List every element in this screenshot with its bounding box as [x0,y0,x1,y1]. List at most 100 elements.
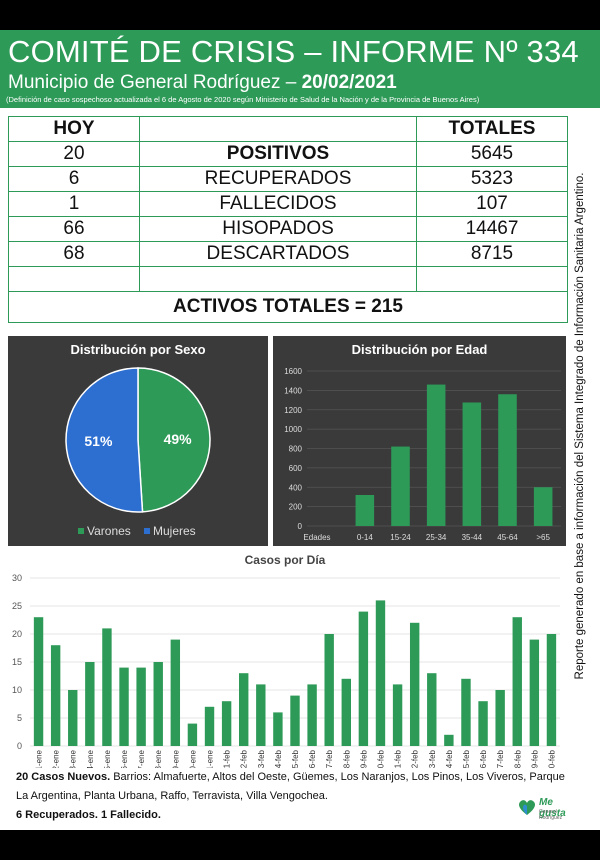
x-tick-label: 10-feb [376,749,385,768]
age-bar-chart: 0 200 400 600 800 1000 1200 1400 1600 Edades 0-14 1… [284,367,561,542]
x-tick-label: 23-ene [69,749,78,768]
report-title: COMITÉ DE CRISIS – INFORME Nº 334 [8,34,579,69]
pie-slice-mujeres [65,367,144,513]
y-tick-label: 0 [298,522,303,531]
logo-text: Me gusta [539,797,566,819]
side-note: Reporte generado en base a información d… [574,172,586,680]
day-bar [375,600,386,746]
day-bar [478,701,488,746]
x-tick-label: 26-ene [120,749,129,768]
y-tick-label: 5 [17,713,22,723]
x-tick-label: 27-ene [137,749,146,768]
day-bar [546,634,557,746]
cell-hoy: 6 [8,166,140,192]
y-tick-label: 1400 [284,386,302,395]
x-tick-label: 16-feb [479,749,488,768]
x-tick-label: 15-feb [462,749,471,768]
day-bar [409,622,420,746]
day-bar [85,662,95,746]
cell-hoy: 1 [8,191,140,217]
y-tick-label: 30 [12,573,22,583]
header-banner: COMITÉ DE CRISIS – INFORME Nº 334 Munici… [0,30,600,108]
report-date: 20/02/2021 [301,72,397,93]
age-chart-panel: Distribución por Edad 0 200 400 600 800 1000 1… [273,336,566,546]
header-blank [139,116,417,142]
pie-chart: 49% 51% Varones Mujeres [65,367,211,538]
summary-table: HOY TOTALES 20 POSITIVOS 5645 6 RECUPERA… [8,116,568,323]
activos-totales: ACTIVOS TOTALES = 215 [8,291,568,323]
x-tick-label: 4-feb [274,749,283,768]
table-row: 6 RECUPERADOS 5323 [8,166,568,192]
age-bar [498,394,517,526]
day-bar [136,667,146,746]
cell-total: 107 [416,191,568,217]
header-totales: TOTALES [416,116,568,142]
cell-empty [8,266,140,292]
x-tick-label: 28-ene [154,749,163,768]
cell-label: FALLECIDOS [139,191,417,217]
cell-label: POSITIVOS [139,141,417,167]
x-tick-label: 35-44 [462,533,483,542]
table-header-row: HOY TOTALES [8,116,568,142]
day-bar [444,734,454,746]
day-bar [290,695,300,746]
legend-swatch [78,528,84,534]
day-bar [512,617,522,746]
x-tick-label: 45-64 [497,533,518,542]
y-tick-label: 800 [289,445,303,454]
y-tick-label: 1600 [284,367,302,376]
y-tick-label: 1000 [284,425,302,434]
day-bar [170,639,181,746]
y-tick-label: 200 [289,503,303,512]
legend-label: Varones [87,524,131,538]
day-bar [68,690,78,746]
day-bar [324,634,334,746]
day-bar [33,617,44,746]
cell-total: 5323 [416,166,568,192]
header-hoy: HOY [8,116,140,142]
y-tick-label: 600 [289,464,303,473]
x-tick-label: 2-feb [240,749,249,768]
x-tick-label: 13-feb [428,749,437,768]
day-bar [461,678,471,746]
age-bar [355,495,375,526]
footer-line-2: 6 Recuperados. 1 Fallecido. [16,809,161,821]
legend-label: Mujeres [153,524,196,538]
x-tick-label: 29-ene [171,749,180,768]
day-bar [341,678,351,746]
logo-subtext: General Rodríguez [539,809,563,821]
y-tick-label: 0 [17,741,22,751]
age-bar [462,402,482,526]
x-tick-label: 5-feb [291,749,300,768]
pie-slice-varones [137,367,211,513]
report-note: (Definición de caso sospechoso actualiza… [6,95,480,104]
day-bar [392,684,403,746]
y-tick-label: 25 [12,601,22,611]
x-tick-label: 17-feb [496,749,505,768]
x-tick-label: 31-ene [206,749,215,768]
casos-nuevos: 20 Casos Nuevos. [16,771,111,783]
table-row-empty [8,266,568,292]
day-bar [273,712,283,746]
footer-line-1: 20 Casos Nuevos. Barrios: Almafuerte, Al… [16,768,576,806]
cell-label: RECUPERADOS [139,166,417,192]
x-tick-label: 24-ene [86,749,95,768]
cell-label: DESCARTADOS [139,241,417,267]
x-tick-label: 30-ene [188,749,197,768]
x-axis-label: Edades [303,533,330,542]
age-bar [533,487,553,526]
day-bar [529,639,540,746]
daily-bar-chart: Casos por Día 0 5 10 15 20 25 30 21-ene 22-ene 23-… [12,553,560,768]
daily-chart-title: Casos por Día [245,553,326,567]
report-subtitle: Municipio de General Rodríguez – 20/02/2… [8,72,397,93]
day-bar [256,684,266,746]
day-bar [119,667,129,746]
footer-notes: 20 Casos Nuevos. Barrios: Almafuerte, Al… [16,768,576,825]
heart-logo-icon [519,800,535,815]
cell-total: 8715 [416,241,568,267]
x-tick-label: 25-34 [426,533,447,542]
day-bar [50,645,61,746]
x-tick-label: 20-feb [547,749,556,768]
daily-chart-panel: Casos por Día 0 5 10 15 20 25 30 21-ene 22-ene 23-… [0,548,570,768]
cell-hoy: 68 [8,241,140,267]
